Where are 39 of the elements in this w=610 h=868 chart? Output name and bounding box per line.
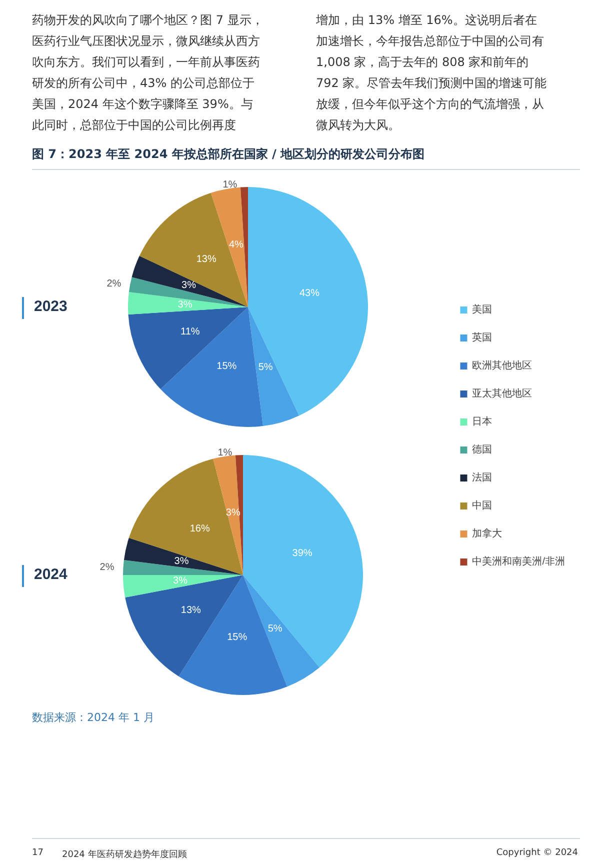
slice-label: 2024 — [34, 566, 68, 583]
legend-label: 日本 — [472, 416, 492, 428]
legend-label: 中美洲和南美洲/非洲 — [472, 556, 566, 568]
legend-label: 亚太其他地区 — [472, 388, 532, 400]
legend-label: 英国 — [472, 332, 492, 344]
legend-label: 欧洲其他地区 — [472, 360, 532, 372]
text: 17 — [32, 848, 44, 858]
data-label: 16% — [190, 524, 210, 535]
data-label: 4% — [228, 240, 244, 251]
legend-label: 中国 — [472, 500, 492, 512]
data-label: 3% — [174, 556, 189, 567]
data-label: 2% — [106, 278, 122, 290]
data-label: 5% — [258, 362, 273, 373]
data-label: 5% — [268, 624, 282, 635]
text: 2024 年医药研发趋势年度回顾 — [62, 848, 187, 861]
source-note: 数据来源：2024 年 1 月 — [32, 710, 154, 725]
data-label: 3% — [182, 280, 196, 292]
data-label: 3% — [173, 575, 188, 586]
data-label: 3% — [226, 507, 240, 518]
data-label: 15% — [227, 632, 248, 644]
data-label: 1% — [222, 180, 238, 191]
legend-label: 美国 — [472, 304, 492, 316]
data-label: 11% — [180, 326, 200, 338]
text: Copyright © 2024 — [496, 848, 578, 858]
legend-label: 加拿大 — [472, 528, 502, 540]
data-label: 13% — [196, 254, 216, 266]
data-label: 2% — [100, 562, 114, 573]
legend-label: 德国 — [472, 444, 492, 456]
data-label: 43% — [299, 288, 320, 299]
data-label: 15% — [216, 360, 237, 372]
slice-label: 2023 — [34, 298, 68, 315]
data-label: 13% — [180, 604, 202, 616]
data-label: 1% — [218, 448, 232, 459]
chart-title: 图 7：2023 年至 2024 年按总部所在国家 / 地区划分的研发公司分布图 — [32, 146, 580, 170]
data-label: 3% — [178, 300, 192, 311]
text: 增加，由 13% 增至 16%。这说明后者在加速增长，今年报告总部位于中国的公司有 1,008 家，高于去年的 808 家和前年的 792 家。尽管去年我们预测中国的增速可能放缓，但今年似乎这个方向的气流增强，从微风转为大风。 — [316, 12, 548, 134]
legend-label: 法国 — [472, 472, 492, 484]
text: 药物开发的风吹向了哪个地区？图 7 显示，医药行业气压图状况显示，微风继续从西方吹向东方。我们可以看到，一年前从事医药研发的所有公司中，43% 的公司总部位于美国，2024 年这个数字骤降至 39%。与此同时，总部位于中国的公司比例再度 — [32, 12, 264, 134]
data-label: 39% — [292, 548, 312, 560]
